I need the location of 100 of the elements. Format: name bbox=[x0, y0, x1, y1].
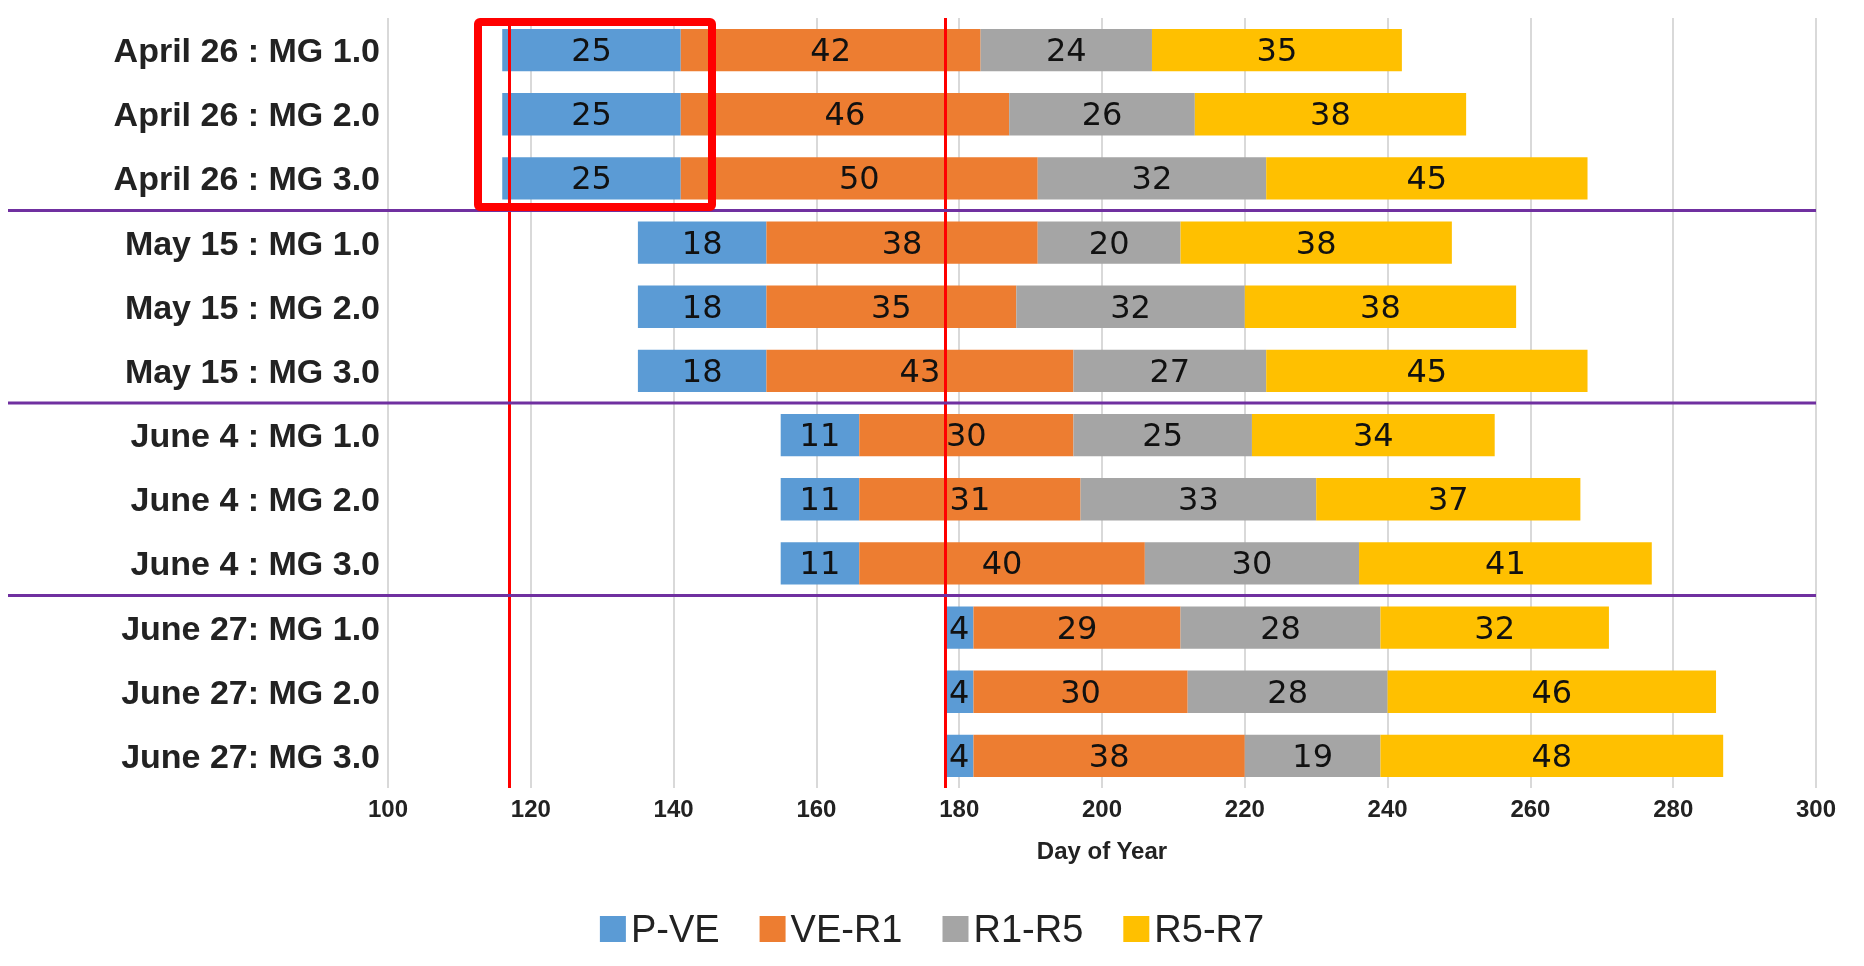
bar bbox=[502, 93, 681, 136]
data-label: 11 bbox=[799, 480, 841, 519]
y-tick-label: June 4 : MG 2.0 bbox=[130, 480, 380, 519]
data-label: 35 bbox=[871, 287, 912, 326]
x-tick-label: 120 bbox=[510, 794, 551, 822]
bar bbox=[1251, 413, 1495, 457]
bar bbox=[973, 606, 1181, 649]
bar bbox=[637, 285, 767, 328]
data-label: 45 bbox=[1406, 351, 1448, 390]
data-label: 32 bbox=[1131, 159, 1173, 198]
bar bbox=[1194, 93, 1467, 136]
bar bbox=[1187, 670, 1388, 713]
x-tick-label: 260 bbox=[1510, 794, 1551, 822]
bar bbox=[859, 478, 1081, 521]
data-label: 31 bbox=[949, 480, 991, 519]
data-label: 38 bbox=[881, 223, 923, 262]
y-tick-label: April 26 : MG 2.0 bbox=[113, 95, 380, 134]
bar bbox=[1244, 285, 1517, 328]
bar bbox=[766, 349, 1074, 393]
bar bbox=[1037, 157, 1267, 200]
data-label: 41 bbox=[1485, 544, 1526, 583]
bar bbox=[1380, 734, 1724, 778]
data-label: 18 bbox=[681, 351, 723, 390]
bar bbox=[680, 28, 981, 72]
data-label: 32 bbox=[1474, 608, 1516, 647]
data-label: 48 bbox=[1531, 736, 1573, 775]
data-label: 30 bbox=[1231, 544, 1273, 583]
bar bbox=[973, 670, 1188, 713]
bar bbox=[1316, 478, 1581, 521]
bar bbox=[1387, 670, 1717, 713]
data-label: 25 bbox=[571, 95, 612, 134]
x-axis-title: Day of Year bbox=[1036, 836, 1168, 864]
bar bbox=[780, 542, 860, 585]
x-tick-label: 240 bbox=[1367, 794, 1408, 822]
y-tick-label: June 27: MG 3.0 bbox=[121, 736, 380, 775]
bar bbox=[780, 413, 860, 457]
legend-label: P-VE bbox=[630, 908, 720, 950]
data-label: 37 bbox=[1427, 480, 1469, 519]
data-label: 38 bbox=[1295, 223, 1337, 262]
data-label: 18 bbox=[681, 223, 723, 262]
data-label: 4 bbox=[949, 736, 970, 775]
data-label: 18 bbox=[681, 287, 723, 326]
x-tick-label: 200 bbox=[1081, 794, 1123, 822]
y-tick-label: June 27: MG 2.0 bbox=[121, 672, 380, 711]
data-label: 43 bbox=[899, 351, 941, 390]
data-label: 35 bbox=[1256, 31, 1298, 70]
bar bbox=[859, 413, 1074, 457]
data-label: 34 bbox=[1352, 416, 1394, 455]
data-label: 25 bbox=[571, 31, 612, 70]
bar bbox=[1009, 93, 1195, 136]
bar bbox=[766, 285, 1017, 328]
data-label: 32 bbox=[1110, 287, 1151, 326]
bar bbox=[859, 542, 1145, 585]
bar bbox=[680, 157, 1038, 200]
bar bbox=[637, 349, 767, 393]
y-tick-label: May 15 : MG 2.0 bbox=[124, 287, 380, 326]
data-label: 25 bbox=[571, 159, 612, 198]
bar bbox=[502, 157, 681, 200]
legend-label: R5-R7 bbox=[1154, 908, 1265, 950]
x-tick-label: 280 bbox=[1653, 794, 1694, 822]
data-label: 19 bbox=[1292, 736, 1333, 775]
data-label: 46 bbox=[1531, 672, 1573, 711]
bar bbox=[680, 93, 1010, 136]
bar bbox=[1144, 542, 1360, 585]
data-label: 42 bbox=[810, 31, 852, 70]
bar bbox=[1073, 349, 1267, 393]
data-label: 28 bbox=[1267, 672, 1308, 711]
x-tick-label: 160 bbox=[796, 794, 837, 822]
y-tick-label: June 27: MG 1.0 bbox=[121, 608, 380, 647]
data-label: 29 bbox=[1056, 608, 1098, 647]
bar bbox=[1151, 28, 1402, 72]
bar bbox=[1266, 349, 1588, 393]
bar bbox=[1037, 221, 1181, 264]
data-label: 28 bbox=[1260, 608, 1301, 647]
y-tick-label: May 15 : MG 1.0 bbox=[124, 223, 380, 262]
data-label: 26 bbox=[1081, 95, 1123, 134]
bar bbox=[1380, 606, 1609, 649]
x-tick-label: 140 bbox=[653, 794, 694, 822]
bar bbox=[1080, 478, 1317, 521]
bar bbox=[1266, 157, 1588, 200]
data-label: 38 bbox=[1310, 95, 1351, 134]
bar bbox=[1180, 606, 1381, 649]
bar bbox=[1359, 542, 1652, 585]
bar bbox=[637, 221, 767, 264]
bar bbox=[980, 28, 1152, 72]
y-tick-label: April 26 : MG 1.0 bbox=[113, 31, 380, 70]
data-label: 4 bbox=[949, 672, 970, 711]
data-label: 20 bbox=[1088, 223, 1130, 262]
legend-label: R1-R5 bbox=[973, 908, 1084, 950]
x-tick-label: 100 bbox=[367, 794, 409, 822]
x-tick-label: 180 bbox=[939, 794, 980, 822]
data-label: 50 bbox=[838, 159, 880, 198]
data-label: 38 bbox=[1088, 736, 1130, 775]
bar bbox=[766, 221, 1038, 264]
data-label: 11 bbox=[799, 544, 841, 583]
data-label: 46 bbox=[824, 95, 866, 134]
x-tick-label: 300 bbox=[1795, 794, 1837, 822]
data-label: 38 bbox=[1360, 287, 1401, 326]
data-label: 4 bbox=[949, 608, 970, 647]
data-label: 24 bbox=[1045, 31, 1087, 70]
